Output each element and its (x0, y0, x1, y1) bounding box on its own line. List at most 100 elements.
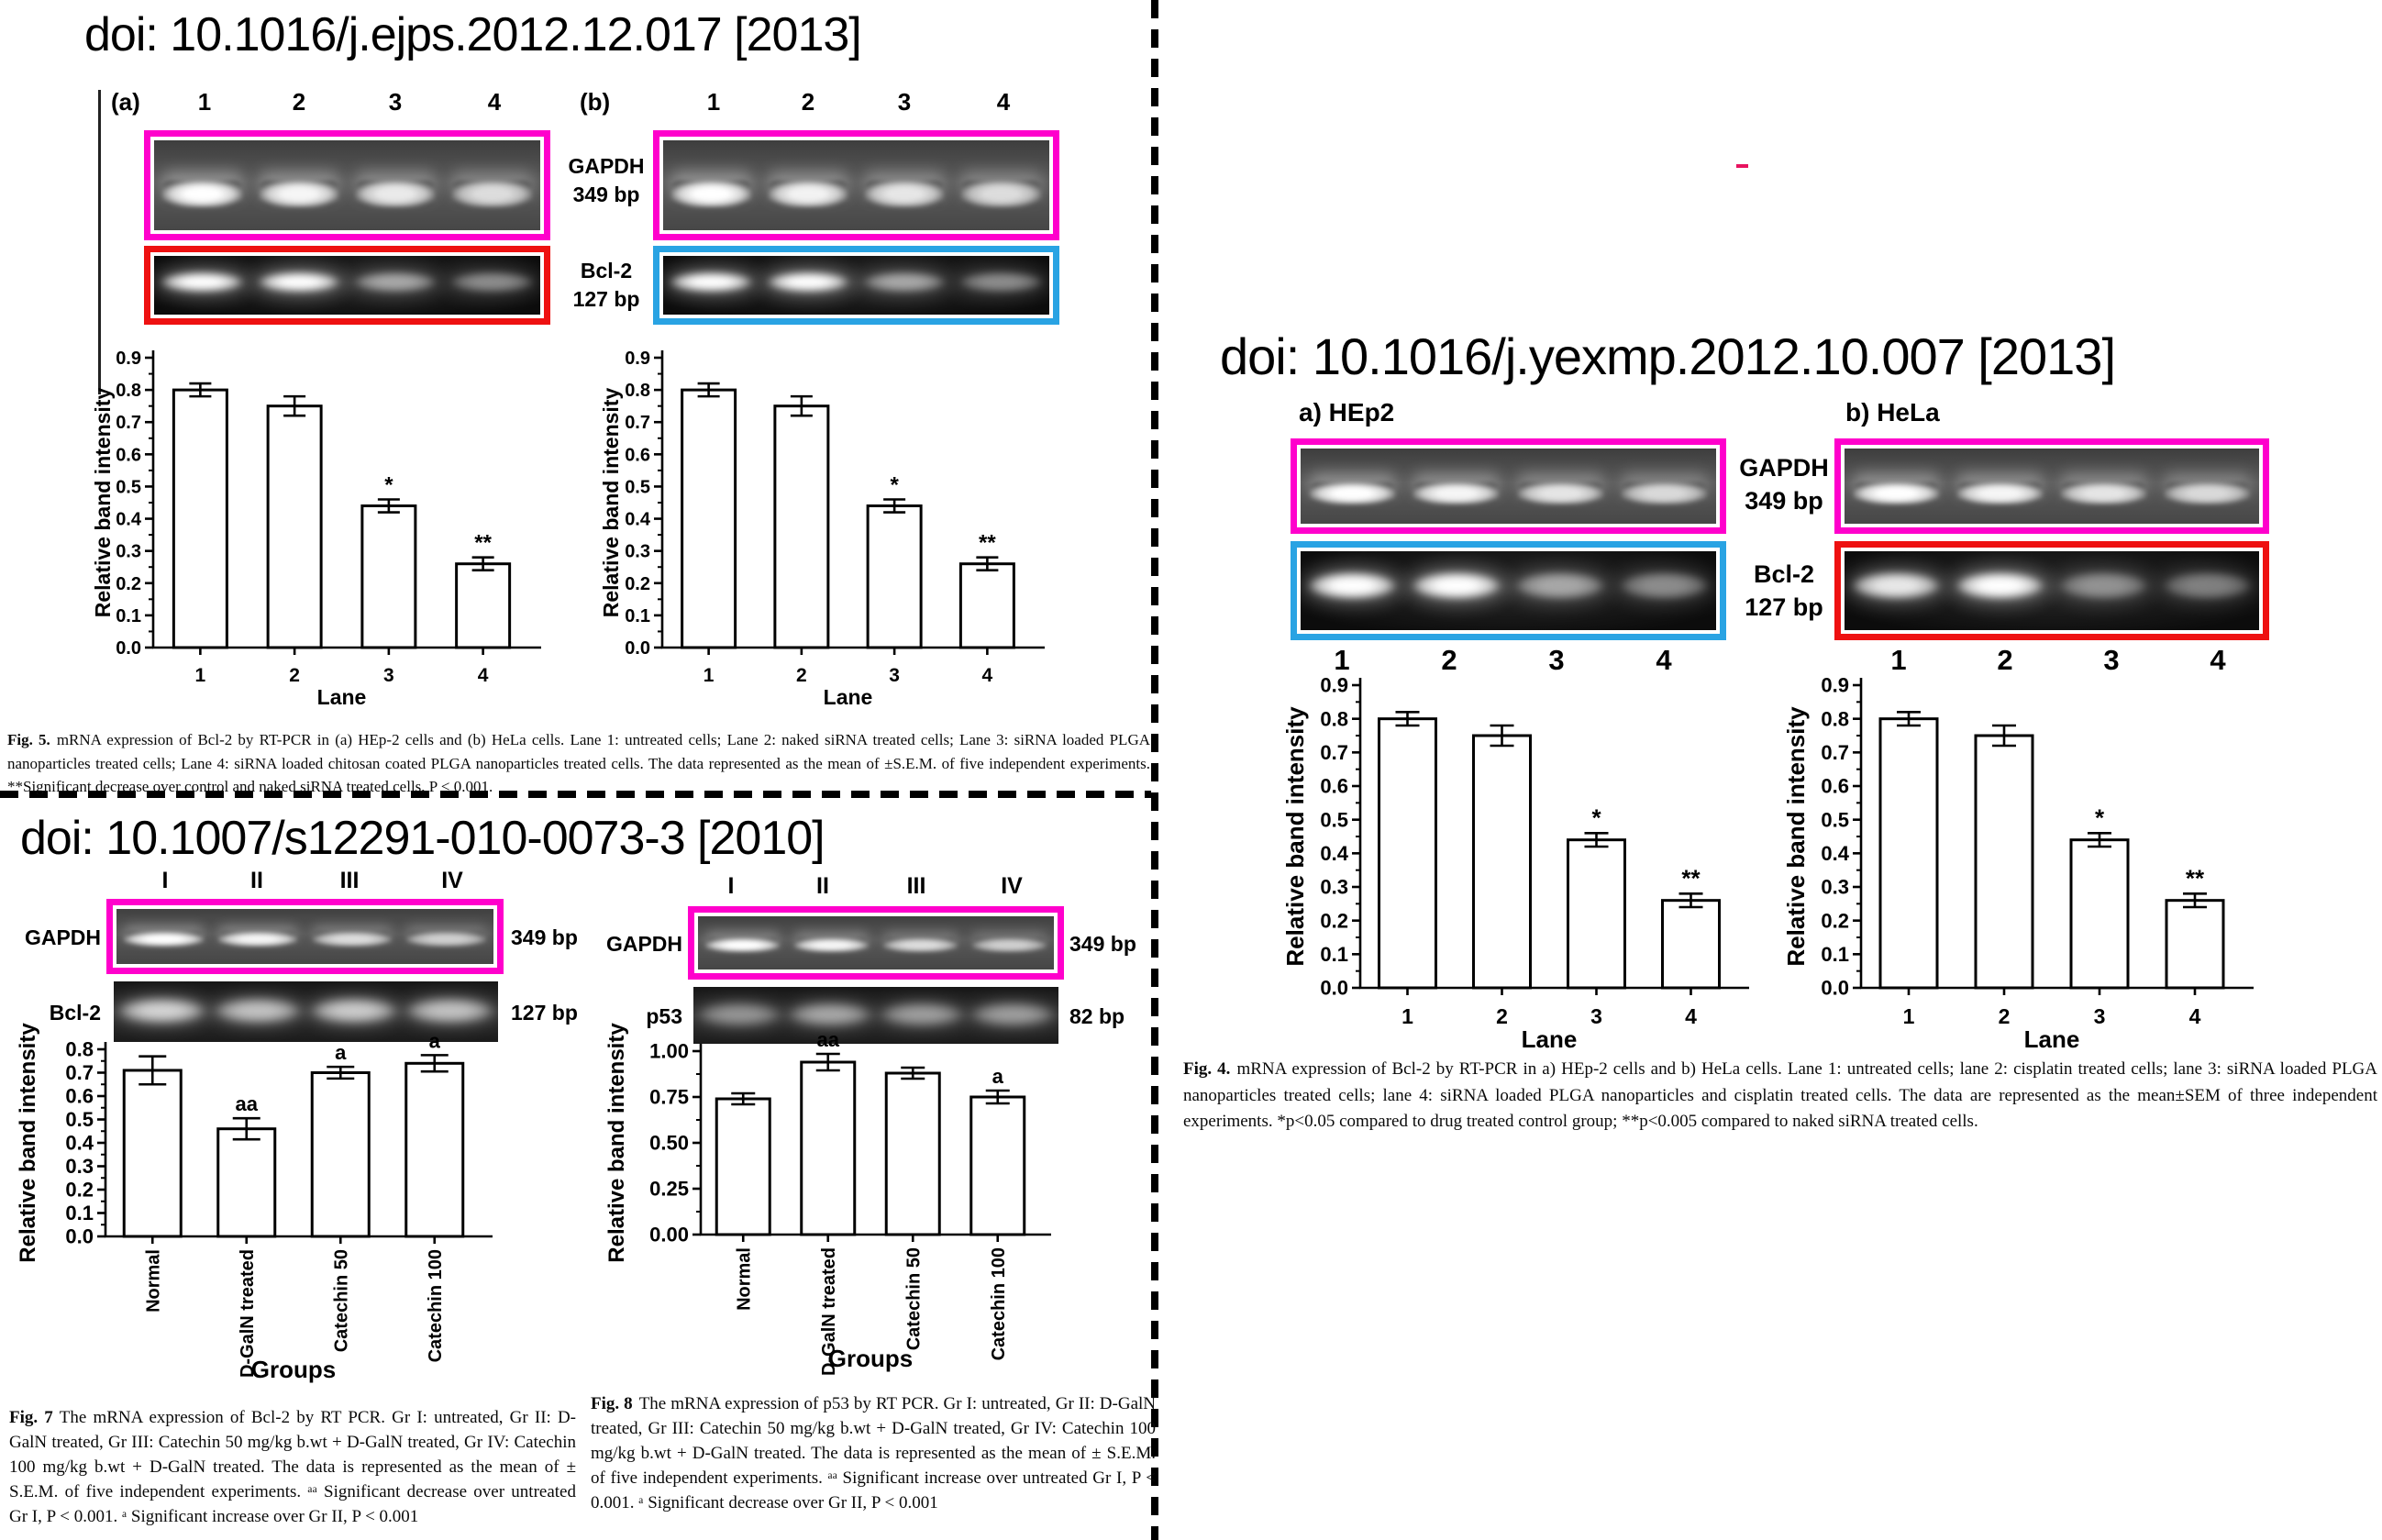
svg-text:Catechin 50: Catechin 50 (331, 1249, 351, 1352)
svg-text:0.8: 0.8 (116, 381, 141, 401)
fig4-caption-text: mRNA expression of Bcl-2 by RT-PCR in a)… (1183, 1059, 2377, 1131)
gel-band (1413, 482, 1500, 505)
gapdh-gene-label: GAPDH (1739, 454, 1829, 482)
gel-band (124, 932, 204, 947)
fig8-p53-size: 82 bp (1069, 1004, 1125, 1028)
svg-text:1: 1 (195, 665, 206, 686)
lane-label: III (339, 868, 360, 893)
fig7-gapdh-size: 349 bp (511, 925, 578, 949)
svg-text:**: ** (1681, 864, 1701, 892)
svg-text:Lane: Lane (824, 685, 873, 709)
lane-label: 1 (1890, 644, 1907, 676)
yexmp-gel-hep2-gapdh-image (1301, 449, 1716, 524)
svg-text:a: a (429, 1029, 441, 1052)
fig7-bcl2-name: Bcl-2 (49, 1001, 101, 1025)
lane-label: IV (1001, 873, 1023, 899)
svg-text:0.1: 0.1 (65, 1202, 94, 1224)
svg-text:0.50: 0.50 (649, 1132, 689, 1155)
lane-label: 4 (996, 88, 1011, 116)
lane-label: 4 (487, 88, 502, 116)
fig8-gapdh-size: 349 bp (1069, 932, 1136, 956)
ejps-panel-a-label: (a) (111, 88, 140, 116)
svg-text:Relative band intensity: Relative band intensity (604, 1023, 629, 1263)
lane-label: III (906, 873, 926, 899)
svg-text:0.1: 0.1 (625, 606, 650, 626)
fig7-gel-gapdh (106, 899, 504, 974)
ejps-chart-a: 0.0 0.1 0.2 0.3 0.4 0.5 0.6 0.7 0.8 0.9 1 2 * 3 ** 4 Rel… (91, 349, 541, 709)
svg-text:3: 3 (889, 665, 900, 686)
yexmp-gel-hela-bcl2-image (1845, 551, 2259, 630)
figure-edge-line (98, 90, 101, 394)
svg-text:0.9: 0.9 (625, 349, 650, 369)
svg-text:0.7: 0.7 (625, 413, 650, 433)
gel-band (862, 271, 947, 293)
gel-band (2058, 571, 2149, 601)
lane-label: 3 (2103, 644, 2120, 676)
yexmp-panel-a-label: a) HEp2 (1299, 398, 1395, 427)
lane-label: 1 (197, 88, 212, 116)
gel-band (312, 932, 393, 947)
svg-text:*: * (890, 472, 899, 497)
svg-text:Catechin 100: Catechin 100 (989, 1247, 1009, 1360)
fig8-caption-text: The mRNA expression of p53 by RT PCR. Gr… (591, 1394, 1156, 1512)
fig8-gel-p53-image (693, 987, 1058, 1044)
yexmp-gel-hela-gapdh-image (1845, 449, 2259, 524)
ejps-doi-title: doi: 10.1016/j.ejps.2012.12.017 [2013] (84, 8, 862, 61)
svg-text:**: ** (2186, 864, 2205, 892)
svg-text:Relative band intensity: Relative band intensity (16, 1023, 40, 1263)
yexmp-gapdh-row-label: GAPDH 349 bp (1732, 451, 1836, 517)
svg-text:aa: aa (236, 1092, 259, 1115)
ejps-gel-a-gapdh-image (154, 140, 540, 230)
svg-text:Lane: Lane (1522, 1025, 1578, 1053)
svg-text:Normal: Normal (734, 1247, 754, 1311)
svg-text:0.1: 0.1 (116, 606, 141, 626)
gel-band (214, 997, 302, 1024)
gel-band (959, 271, 1043, 293)
svg-text:Lane: Lane (317, 685, 367, 709)
svg-text:0.4: 0.4 (1821, 842, 1849, 865)
svg-text:4: 4 (1685, 1004, 1697, 1028)
gel-band (257, 271, 341, 293)
ejps-bcl2-row-label: Bcl-2 127 bp (561, 257, 651, 314)
svg-text:0.0: 0.0 (116, 638, 141, 659)
svg-text:2: 2 (796, 665, 807, 686)
svg-text:0.5: 0.5 (65, 1108, 94, 1131)
svg-text:0.9: 0.9 (1320, 674, 1348, 697)
gel-band (1619, 571, 1710, 601)
svg-text:0.0: 0.0 (625, 638, 650, 659)
lane-label: I (727, 873, 735, 899)
lane-label: 2 (292, 88, 306, 116)
gel-band (406, 997, 493, 1024)
ejps-panel-b-label: (b) (580, 88, 611, 116)
svg-text:2: 2 (1999, 1004, 2011, 1028)
gel-band (1515, 571, 1605, 601)
yexmp-gel-hela-gapdh (1834, 438, 2269, 534)
fig7-caption-label: Fig. 7 (9, 1408, 53, 1427)
bcl2-gene-label: Bcl-2 (580, 259, 633, 283)
gel-band (355, 181, 436, 208)
svg-text:0.4: 0.4 (65, 1132, 94, 1155)
svg-text:0.8: 0.8 (65, 1038, 94, 1061)
gel-band (161, 271, 244, 293)
gel-band (971, 938, 1047, 953)
svg-text:0.8: 0.8 (1821, 707, 1849, 730)
svg-text:0.4: 0.4 (116, 510, 142, 530)
svg-text:*: * (2095, 803, 2105, 831)
svg-text:2: 2 (289, 665, 300, 686)
svg-text:Relative band intensity: Relative band intensity (91, 388, 115, 618)
ejps-gapdh-row-label: GAPDH 349 bp (561, 152, 651, 209)
gel-band (1621, 482, 1707, 505)
svg-text:0.75: 0.75 (649, 1086, 689, 1109)
lane-label: 2 (801, 88, 815, 116)
svg-text:Relative band intensity: Relative band intensity (1782, 706, 1810, 967)
svg-text:0.6: 0.6 (1821, 775, 1849, 798)
fig8-chart: 0.00 0.25 0.50 0.75 1.00 Normal aa D-GalN treat… (604, 1023, 1051, 1376)
ejps-chart-b: 0.0 0.1 0.2 0.3 0.4 0.5 0.6 0.7 0.8 0.9 1 2 * 3 ** 4 Rel… (599, 349, 1045, 709)
lane-label: 3 (1548, 644, 1565, 676)
svg-text:0.3: 0.3 (1821, 876, 1849, 899)
svg-text:0.4: 0.4 (625, 510, 651, 530)
svg-text:0.2: 0.2 (1320, 909, 1348, 932)
svg-text:0.2: 0.2 (625, 574, 650, 594)
yexmp-bcl2-row-label: Bcl-2 127 bp (1732, 558, 1836, 624)
yexmp-gel-hela-bcl2 (1834, 541, 2269, 640)
